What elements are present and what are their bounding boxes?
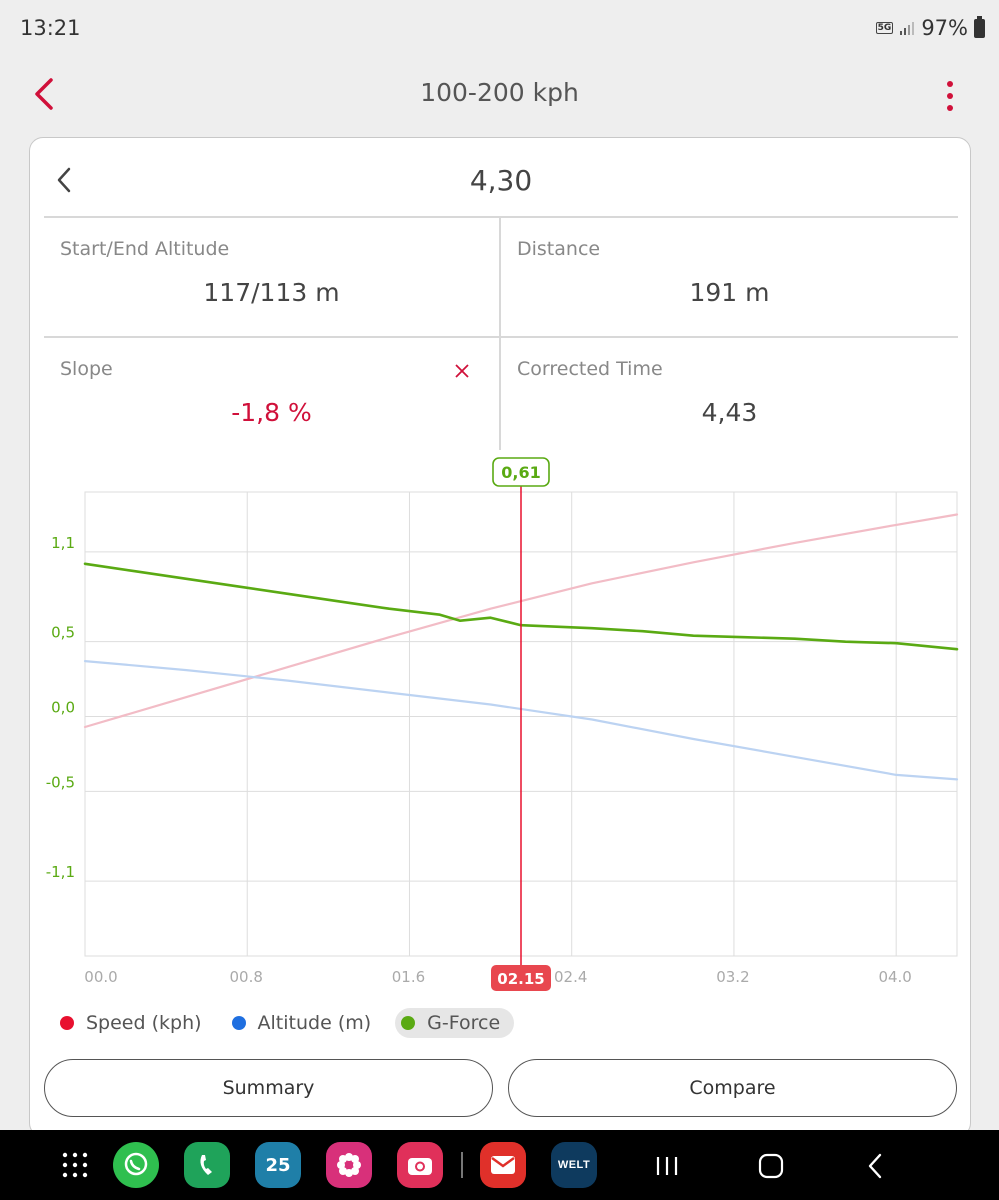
series-line-speed-kph: [83, 513, 959, 729]
legend-speed[interactable]: Speed (kph): [54, 1008, 216, 1038]
cursor-x-label: 02.15: [497, 970, 544, 988]
mail-icon[interactable]: [480, 1142, 526, 1188]
app-drawer-icon[interactable]: [52, 1142, 98, 1188]
more-options-button[interactable]: [935, 76, 965, 116]
battery-percent: 97%: [921, 16, 968, 40]
stat-label: Start/End Altitude: [60, 238, 230, 260]
y-tick-label: -0,5: [46, 773, 75, 791]
legend-label: Altitude (m): [257, 1012, 372, 1034]
welt-icon[interactable]: WELT: [551, 1142, 597, 1188]
whatsapp-glyph-icon: [124, 1152, 148, 1176]
legend-label: G-Force: [427, 1012, 501, 1034]
flower-icon[interactable]: [326, 1142, 372, 1188]
phone-glyph-icon: [200, 1155, 212, 1175]
legend-dot-icon: [60, 1016, 74, 1030]
system-back-button[interactable]: [853, 1144, 897, 1188]
signal-icon: [900, 22, 915, 35]
legend-gforce[interactable]: G-Force: [395, 1008, 515, 1038]
status-time: 13:21: [20, 16, 81, 40]
chevron-left-icon: [57, 167, 71, 193]
stat-label: Slope: [60, 358, 113, 380]
app-header: 100-200 kph: [0, 58, 999, 134]
line-chart[interactable]: 00.0 00.8 01.6 02.4 03.2 04.0 1,1 0,5 0,0 -0,5 -1,…: [30, 456, 971, 996]
grid-icon: [62, 1152, 88, 1178]
camera-glyph-icon: [408, 1158, 432, 1175]
stat-start-end-altitude: Start/End Altitude 117/113 m: [44, 218, 501, 338]
envelope-icon: [491, 1156, 515, 1174]
x-tick-label: 03.2: [716, 968, 749, 986]
camera-icon[interactable]: [397, 1142, 443, 1188]
flower-glyph-icon: [337, 1153, 361, 1177]
phone-icon[interactable]: [184, 1142, 230, 1188]
stat-value: 4,43: [701, 398, 758, 427]
stat-corrected-time: Corrected Time 4,43: [501, 338, 958, 450]
stat-slope: Slope -1,8 %: [44, 338, 501, 450]
home-button[interactable]: [749, 1144, 793, 1188]
stat-label: Distance: [517, 238, 601, 260]
stats-grid: Start/End Altitude 117/113 m Distance 19…: [44, 218, 958, 450]
stat-distance: Distance 191 m: [501, 218, 958, 338]
y-tick-label: 0,5: [51, 624, 75, 642]
legend-dot-icon: [401, 1016, 416, 1030]
home-icon: [758, 1153, 784, 1179]
cursor-value-badge: [492, 457, 550, 487]
status-bar: 13:21 5G 97%: [0, 0, 999, 58]
stat-value: 191 m: [689, 278, 770, 307]
back-arrow-icon: [868, 1153, 882, 1179]
x-tick-label: 00.8: [230, 968, 263, 986]
welt-label: WELT: [557, 1159, 591, 1171]
legend-dot-icon: [231, 1016, 246, 1030]
stat-value: -1,8 %: [231, 398, 312, 427]
stat-value: 117/113 m: [203, 278, 340, 307]
x-tick-label: 04.0: [878, 968, 911, 986]
y-tick-label: 1,1: [51, 534, 75, 552]
more-vertical-icon: [947, 81, 953, 111]
y-tick-label: -1,1: [46, 863, 75, 881]
card-header: 4,30: [44, 138, 958, 218]
cursor-x-badge: [491, 965, 551, 991]
close-icon[interactable]: [451, 360, 473, 382]
recent-apps-button[interactable]: [645, 1144, 689, 1188]
stat-label: Corrected Time: [517, 358, 663, 380]
system-nav-bar: 25 WELT: [0, 1130, 999, 1200]
page-title: 100-200 kph: [420, 78, 579, 107]
status-indicators: 5G 97%: [875, 15, 985, 40]
chart-area[interactable]: 00.0 00.8 01.6 02.4 03.2 04.0 1,1 0,5 0,0 -0,5 -1,…: [30, 456, 971, 996]
x-tick-label: 02.4: [554, 968, 587, 986]
y-tick-label: 0,0: [51, 699, 75, 717]
x-tick-label: 01.6: [392, 968, 425, 986]
network-5g-icon: 5G: [875, 22, 894, 34]
chevron-left-icon: [35, 78, 53, 110]
run-time-title: 4,30: [469, 164, 533, 197]
calendar-date: 25: [265, 1154, 291, 1176]
series-line-g-force: [83, 562, 959, 651]
cursor-value-label: 0,61: [501, 463, 540, 482]
legend-altitude[interactable]: Altitude (m): [226, 1008, 386, 1038]
compare-button[interactable]: Compare: [508, 1059, 957, 1117]
card-back-button[interactable]: [46, 160, 82, 200]
x-tick-label: 00.0: [84, 968, 117, 986]
series-line-altitude-m: [83, 660, 959, 781]
calendar-icon[interactable]: 25: [255, 1142, 301, 1188]
chart-legend: Speed (kph) Altitude (m) G-Force: [54, 1008, 515, 1038]
summary-button[interactable]: Summary: [44, 1059, 493, 1117]
taskbar-divider: [461, 1152, 463, 1178]
back-button[interactable]: [24, 74, 64, 114]
legend-label: Speed (kph): [86, 1012, 202, 1034]
recents-icon: [656, 1157, 678, 1175]
whatsapp-icon[interactable]: [113, 1142, 159, 1188]
run-detail-card: 4,30 Start/End Altitude 117/113 m Distan…: [29, 137, 971, 1137]
battery-icon: [974, 15, 985, 38]
